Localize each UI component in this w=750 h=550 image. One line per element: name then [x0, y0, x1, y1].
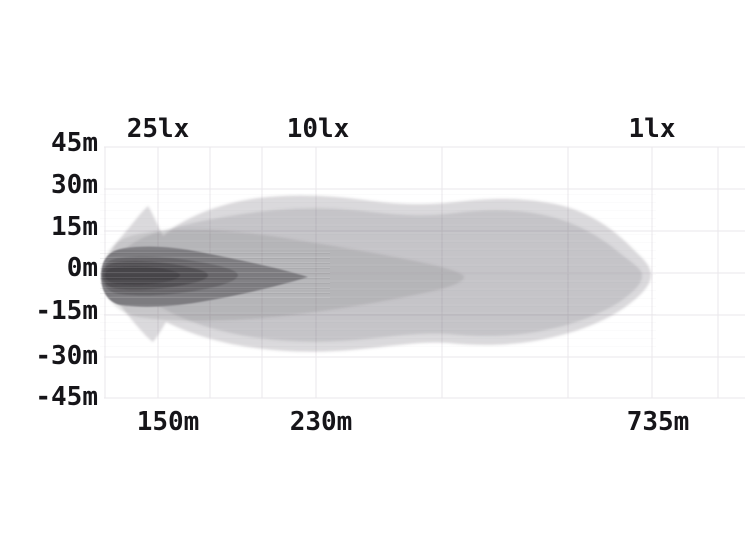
lux-label-25lx: 25lx — [126, 114, 190, 144]
lux-label-10lx: 10lx — [286, 114, 350, 144]
y-tick-30m: 30m — [51, 170, 98, 200]
beam-contours — [101, 195, 652, 352]
y-tick-neg45m: -45m — [35, 382, 98, 412]
y-tick-neg15m: -15m — [35, 296, 98, 326]
distance-label-150m: 150m — [136, 407, 200, 437]
distance-label-230m: 230m — [289, 407, 353, 437]
distance-label-735m: 735m — [626, 407, 690, 437]
contour-hotspot-core — [105, 266, 180, 285]
y-tick-neg30m: -30m — [35, 341, 98, 371]
lux-label-1lx: 1lx — [628, 114, 676, 144]
y-tick-45m: 45m — [51, 128, 98, 158]
y-tick-15m: 15m — [51, 212, 98, 242]
y-tick-0m: 0m — [66, 253, 98, 283]
